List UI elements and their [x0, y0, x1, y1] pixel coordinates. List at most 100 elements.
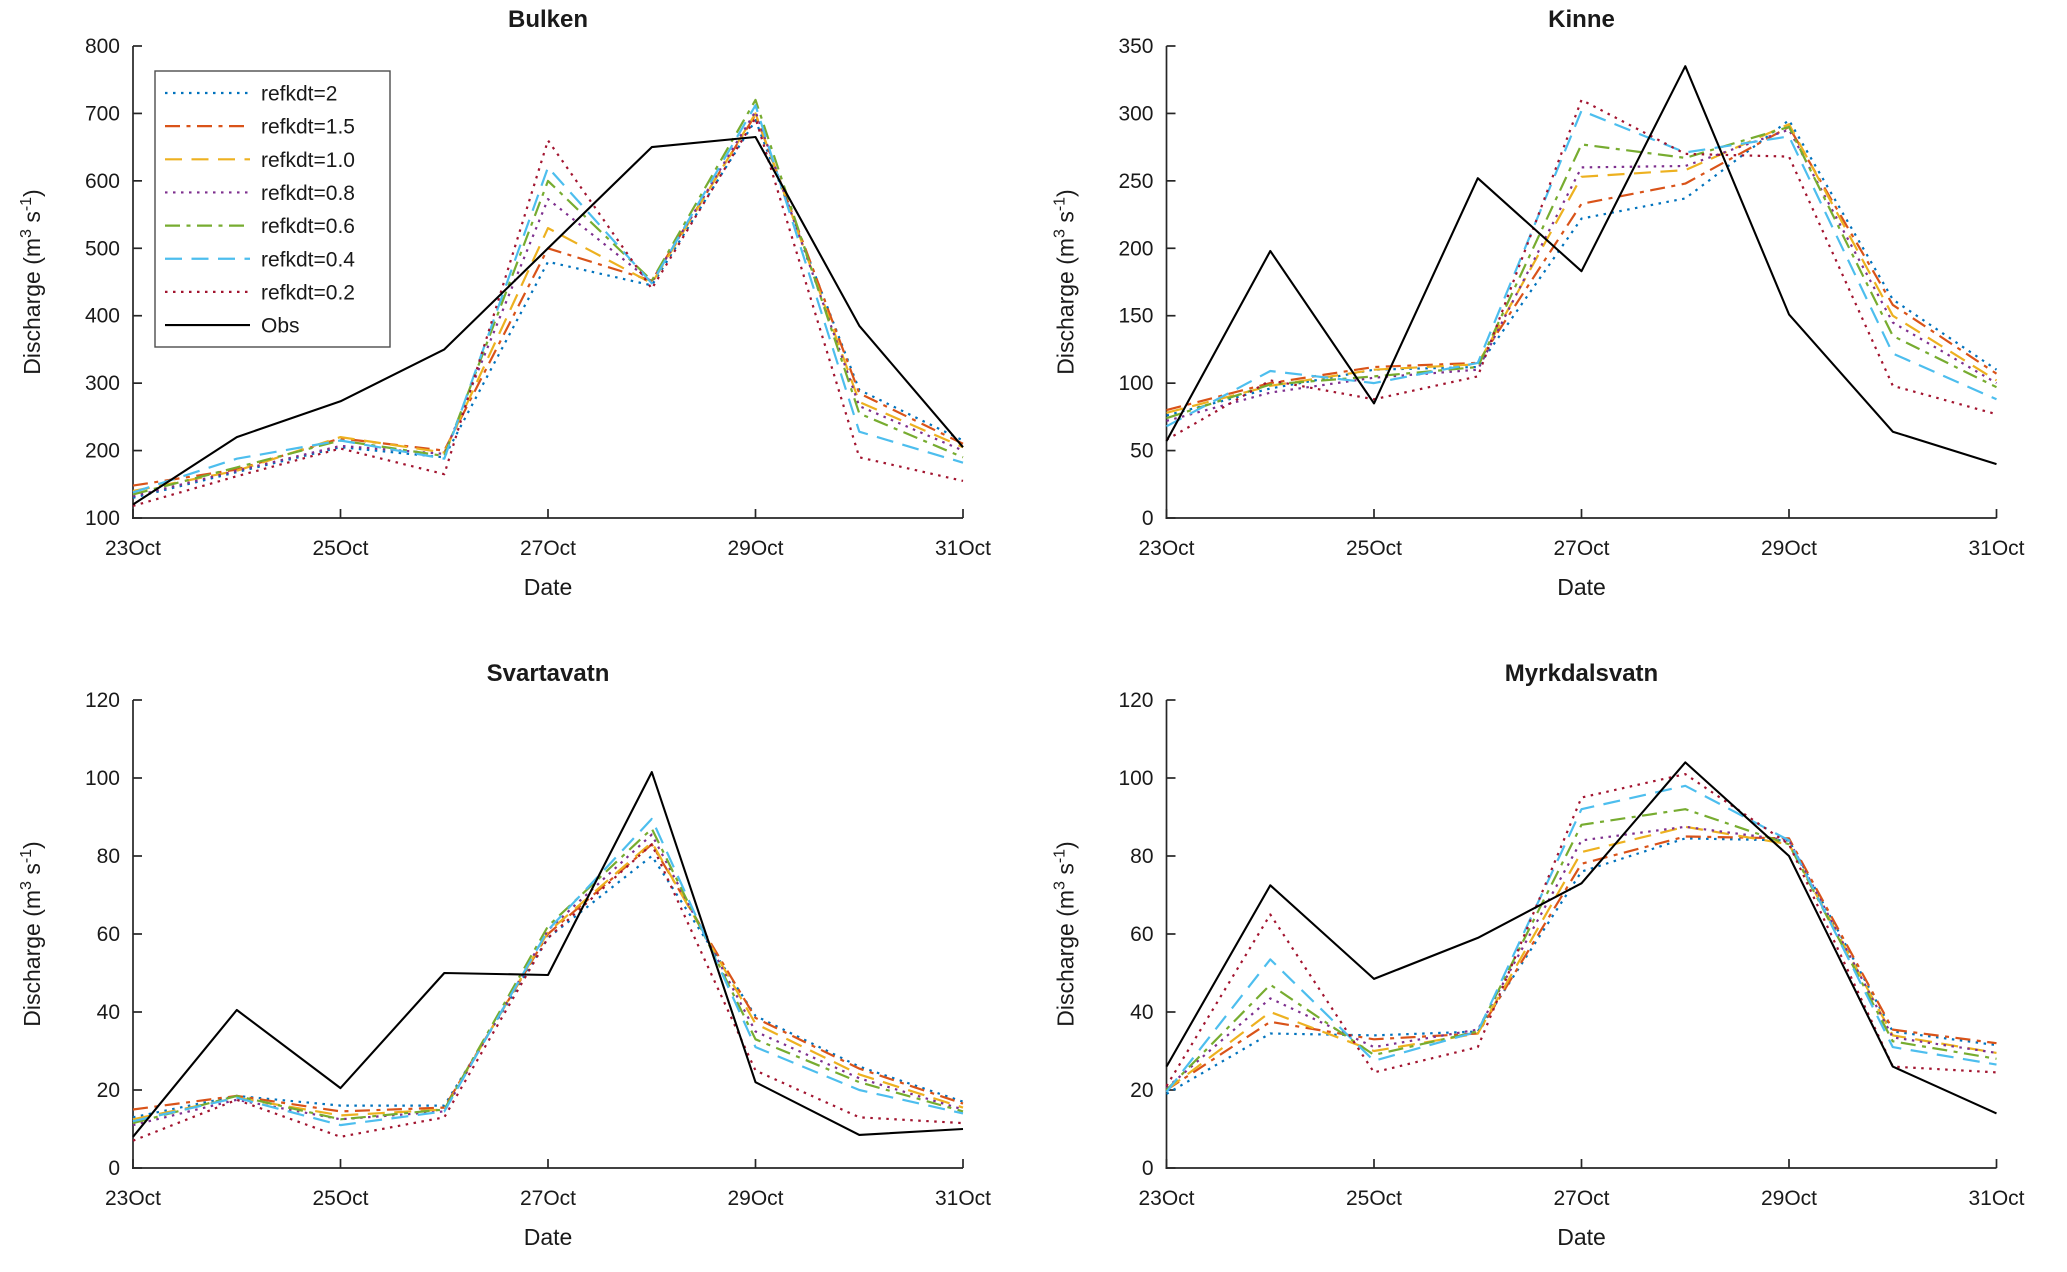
x-tick-label: 27Oct — [520, 537, 576, 560]
legend-item: refkdt=0.4 — [165, 248, 355, 271]
legend-label: refkdt=0.4 — [261, 248, 355, 271]
y-tick-label: 200 — [1118, 237, 1153, 260]
legend-item: refkdt=1.0 — [165, 149, 355, 172]
series-refkdt-2 — [1166, 119, 1998, 417]
series-refkdt-0-8 — [1165, 825, 1997, 1089]
x-tick-label: 29Oct — [727, 537, 783, 560]
series-refkdt-2 — [132, 854, 964, 1119]
x-tick-label: 29Oct — [1761, 537, 1817, 560]
svg-text:Discharge (m3 s-1): Discharge (m3 s-1) — [1052, 841, 1079, 1026]
series-refkdt-1-5 — [132, 843, 964, 1113]
y-tick-label: 300 — [85, 372, 120, 395]
x-tick-label: 25Oct — [1346, 537, 1402, 560]
x-tick-label: 27Oct — [520, 1187, 576, 1210]
legend-item: refkdt=0.6 — [165, 215, 355, 238]
series-refkdt-1-0 — [1166, 123, 1998, 414]
x-tick-label: 27Oct — [1553, 537, 1609, 560]
axes — [1165, 700, 1997, 1169]
legend-label: refkdt=0.6 — [261, 215, 355, 238]
series-refkdt-1-5 — [1165, 835, 1997, 1091]
x-axis-label: Date — [1557, 574, 1606, 600]
y-tick-label: 100 — [1118, 767, 1153, 790]
y-tick-label: 120 — [85, 689, 120, 712]
axes — [1165, 46, 1997, 519]
y-tick-label: 20 — [1130, 1079, 1153, 1102]
panel-top-left: 100 200 300 400 500 600 700 800 23Oct 25Oct 27Oct 2… — [0, 0, 1033, 636]
x-tick-label: 31Oct — [1968, 1187, 2024, 1210]
x-tick-label: 23Oct — [105, 537, 161, 560]
legend-item: refkdt=0.2 — [165, 281, 355, 304]
panel-bottom-right: 0 20 40 60 80 100 120 23Oct 25Oct 27Oct 29Oct 31Oct… — [1033, 636, 2067, 1272]
y-tick-label: 120 — [1118, 689, 1153, 712]
legend-label: refkdt=2 — [261, 83, 337, 106]
y-axis: 0 20 40 60 80 100 120 — [1118, 689, 1176, 1180]
x-axis: 23Oct 25Oct 27Oct 29Oct 31Oct — [105, 509, 991, 560]
svg-text:Discharge (m3 s-1): Discharge (m3 s-1) — [1052, 189, 1079, 374]
legend-label: refkdt=0.2 — [261, 281, 355, 304]
series-refkdt-0-4 — [132, 104, 964, 494]
chart-title: Bulken — [508, 6, 588, 33]
series-refkdt-0-6 — [132, 98, 964, 496]
myrkdalsvatn-chart: 0 20 40 60 80 100 120 23Oct 25Oct 27Oct 29Oct 31Oct… — [1052, 660, 2025, 1250]
series-refkdt-1-0 — [1165, 825, 1997, 1091]
panel-bottom-left: 0 20 40 60 80 100 120 23Oct 25Oct 27Oct 29Oct 31Oct… — [0, 636, 1033, 1272]
series-refkdt-0-6 — [1166, 125, 1997, 420]
x-tick-label: 25Oct — [312, 1187, 368, 1210]
y-tick-label: 0 — [108, 1157, 120, 1180]
panel-top-right: 0 50 100 150 200 250 300 350 23Oct 25Oct 27Oct 29Oc… — [1033, 0, 2067, 636]
legend-label: refkdt=1.0 — [261, 149, 355, 172]
legend-item: refkdt=1.5 — [165, 116, 355, 139]
x-tick-label: 23Oct — [1138, 1187, 1194, 1210]
y-tick-label: 0 — [1142, 1157, 1154, 1180]
y-tick-label: 100 — [85, 767, 120, 790]
x-axis-label: Date — [524, 574, 573, 600]
y-tick-label: 150 — [1118, 305, 1153, 328]
series-refkdt-0-6 — [1165, 808, 1997, 1091]
series-group — [1165, 761, 1997, 1115]
legend-box — [154, 70, 391, 348]
y-axis: 0 20 40 60 80 100 120 — [85, 689, 142, 1180]
x-axis-label: Date — [1557, 1224, 1606, 1250]
series-refkdt-1-5 — [1166, 125, 1998, 412]
y-axis: 100 200 300 400 500 600 700 800 — [85, 35, 142, 530]
series-refkdt-1-0 — [132, 841, 964, 1121]
series-group — [1165, 65, 1998, 466]
legend-label: refkdt=1.5 — [261, 116, 355, 139]
y-axis-label: Discharge (m3 s-1) — [18, 189, 45, 374]
x-axis: 23Oct 25Oct 27Oct 29Oct 31Oct — [1138, 1159, 2025, 1210]
x-axis: 23Oct 25Oct 27Oct 29Oct 31Oct — [1138, 509, 2025, 560]
series-obs — [1165, 761, 1997, 1115]
y-tick-label: 60 — [97, 923, 120, 946]
x-tick-label: 31Oct — [1968, 537, 2024, 560]
y-tick-label: 700 — [85, 102, 120, 125]
x-tick-label: 25Oct — [312, 537, 368, 560]
svartavatn-chart: 0 20 40 60 80 100 120 23Oct 25Oct 27Oct 29Oct 31Oct… — [18, 660, 991, 1250]
series-refkdt-0-8 — [132, 110, 964, 498]
y-tick-label: 350 — [1118, 35, 1153, 58]
kinne-chart: 0 50 100 150 200 250 300 350 23Oct 25Oct 27Oct 29Oc… — [1052, 6, 2025, 600]
y-tick-label: 100 — [85, 507, 120, 530]
x-tick-label: 31Oct — [935, 1187, 991, 1210]
y-tick-label: 250 — [1118, 170, 1153, 193]
svg-text:Discharge (m3 s-1): Discharge (m3 s-1) — [18, 841, 45, 1026]
x-tick-label: 27Oct — [1553, 1187, 1609, 1210]
legend: refkdt=2 refkdt=1.5 refkdt=1.0 refkdt=0.8 re… — [154, 70, 391, 348]
y-tick-label: 500 — [85, 237, 120, 260]
y-tick-label: 80 — [1130, 845, 1153, 868]
chart-title: Kinne — [1548, 6, 1615, 33]
y-tick-label: 0 — [1142, 507, 1154, 530]
x-tick-label: 23Oct — [1138, 537, 1194, 560]
legend-label: Obs — [261, 315, 300, 338]
series-refkdt-0-4 — [1165, 784, 1997, 1093]
series-obs — [132, 771, 964, 1138]
series-group — [132, 771, 964, 1142]
y-tick-label: 100 — [1118, 372, 1153, 395]
series-refkdt-0-2 — [132, 843, 964, 1142]
series-group — [132, 98, 964, 507]
y-tick-label: 200 — [85, 440, 120, 463]
x-axis: 23Oct 25Oct 27Oct 29Oct 31Oct — [105, 1159, 991, 1210]
series-refkdt-0-6 — [132, 827, 964, 1125]
y-tick-label: 400 — [85, 305, 120, 328]
series-refkdt-2 — [1165, 837, 1997, 1095]
